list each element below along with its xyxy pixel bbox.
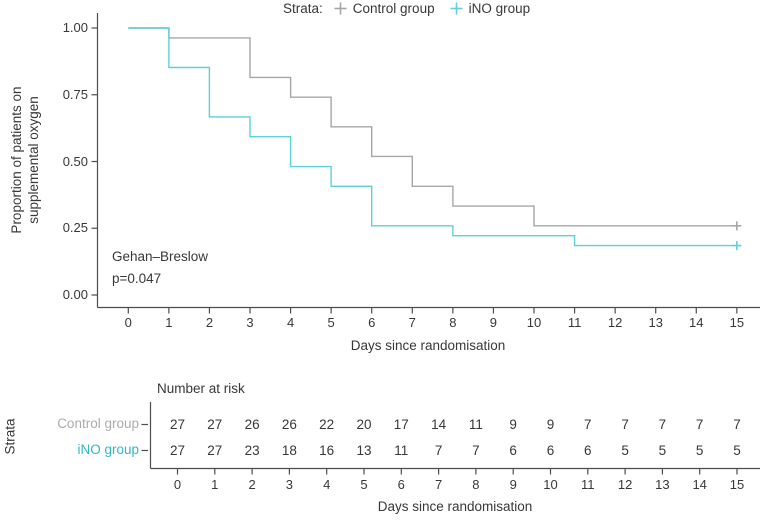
risk-count: 7 — [733, 416, 741, 432]
x-tick-label: 4 — [286, 315, 295, 330]
risk-day-label: 1 — [211, 477, 219, 492]
y-tick-label: 0.25 — [62, 220, 88, 236]
y-axis-title-line1: Proportion of patients on — [9, 86, 24, 234]
risk-count: 27 — [207, 416, 223, 432]
y-tick-label: 0.75 — [62, 86, 88, 102]
stat-test-name: Gehan–Breslow — [112, 249, 209, 264]
risk-row-label-ino: iNO group — [77, 442, 139, 457]
x-tick-label: 10 — [526, 315, 542, 330]
risk-count: 5 — [733, 442, 741, 458]
stat-annotation: Gehan–Breslow p=0.047 — [112, 246, 208, 290]
risk-count: 11 — [468, 416, 483, 432]
legend-label-control: Control group — [352, 1, 435, 16]
risk-count: 26 — [244, 416, 260, 432]
x-tick-label: 9 — [489, 315, 498, 330]
risk-count: 5 — [621, 442, 629, 458]
risk-day-label: 9 — [509, 477, 517, 492]
legend-label-ino: iNO group — [468, 1, 531, 16]
x-tick-label: 8 — [449, 315, 457, 330]
x-tick-label: 2 — [205, 315, 214, 330]
risk-count: 7 — [434, 442, 443, 458]
risk-count: 18 — [281, 442, 297, 458]
y-tick-label: 1.00 — [62, 20, 88, 35]
risk-day-label: 10 — [543, 477, 558, 492]
x-tick-label: 1 — [165, 315, 173, 330]
x-tick-label: 13 — [648, 315, 663, 330]
risk-day-label: 3 — [285, 477, 293, 492]
risk-count: 9 — [509, 416, 517, 432]
risk-count: 7 — [621, 416, 629, 432]
risk-count: 7 — [584, 416, 592, 432]
legend: Strata: Control group iNO group — [283, 1, 544, 16]
plus-icon — [334, 2, 347, 15]
risk-day-label: 13 — [655, 477, 670, 492]
risk-day-label: 15 — [729, 477, 745, 492]
risk-count: 13 — [356, 442, 372, 458]
risk-day-label: 12 — [617, 477, 633, 492]
survival-curve-ino — [128, 27, 737, 247]
legend-item-control: Control group — [333, 1, 435, 16]
risk-count: 6 — [509, 442, 517, 458]
risk-day-label: 7 — [434, 477, 443, 492]
risk-count: 9 — [546, 416, 555, 432]
x-tick-label: 15 — [729, 315, 745, 330]
risk-row-label-control: Control group — [57, 416, 139, 431]
survival-curve-control — [128, 27, 737, 227]
risk-count: 7 — [658, 416, 667, 432]
risk-count: 16 — [319, 442, 335, 458]
risk-day-label: 0 — [173, 477, 182, 492]
x-tick-label: 0 — [124, 315, 132, 330]
risk-table-title: Number at risk — [157, 381, 245, 396]
y-tick-label: 0.00 — [62, 287, 88, 302]
risk-day-label: 8 — [472, 477, 480, 492]
x-tick-label: 12 — [607, 315, 623, 330]
x-tick-label: 7 — [408, 315, 416, 330]
x-axis-title: Days since randomisation — [350, 338, 506, 353]
risk-day-label: 11 — [581, 477, 595, 492]
risk-day-label: 14 — [692, 477, 707, 492]
risk-count: 17 — [393, 416, 409, 432]
x-tick-label: 14 — [689, 315, 704, 330]
risk-count: 6 — [584, 442, 592, 458]
risk-day-label: 6 — [397, 477, 405, 492]
y-axis-title-line2: supplemental oxygen — [26, 96, 41, 224]
x-tick-label: 5 — [327, 315, 335, 330]
x-tick-label: 6 — [368, 315, 376, 330]
y-tick-label: 0.50 — [62, 153, 88, 169]
risk-count: 5 — [658, 442, 667, 458]
plus-icon — [450, 2, 463, 15]
legend-item-ino: iNO group — [449, 1, 531, 16]
x-tick-label: 11 — [567, 315, 582, 330]
x-tick-label: 3 — [246, 315, 254, 330]
risk-count: 20 — [356, 416, 372, 432]
risk-day-label: 2 — [248, 477, 256, 492]
risk-day-label: 4 — [323, 477, 331, 492]
risk-count: 22 — [319, 416, 335, 432]
risk-count: 26 — [281, 416, 297, 432]
risk-count: 14 — [431, 416, 447, 432]
risk-count: 27 — [169, 442, 186, 458]
risk-count: 7 — [472, 442, 480, 458]
risk-count: 27 — [207, 442, 223, 458]
risk-count: 27 — [169, 416, 186, 432]
risk-count: 11 — [394, 442, 409, 458]
risk-count: 5 — [695, 442, 704, 458]
risk-count: 6 — [546, 442, 555, 458]
legend-title: Strata: — [283, 1, 323, 16]
risk-count: 23 — [244, 442, 260, 458]
risk-table-x-axis-title: Days since randomisation — [377, 499, 533, 514]
risk-count: 7 — [695, 416, 704, 432]
risk-day-label: 5 — [360, 477, 368, 492]
p-value: p=0.047 — [112, 271, 162, 286]
